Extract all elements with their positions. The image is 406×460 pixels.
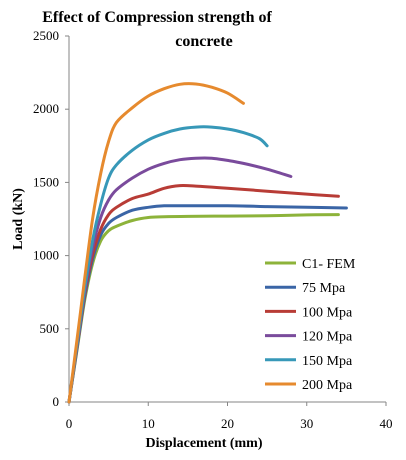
x-tick-label: 20: [221, 416, 234, 431]
legend-label-100-mpa: 100 Mpa: [302, 305, 353, 320]
legend-label-200-mpa: 200 Mpa: [302, 378, 353, 393]
x-tick-label: 30: [300, 416, 313, 431]
series-group: [67, 82, 348, 404]
legend-label-120-mpa: 120 Mpa: [302, 330, 353, 345]
y-ticks: 0 500 1000 1500 2000 2500: [33, 28, 69, 409]
legend-label-c1-fem: C1- FEM: [302, 257, 356, 272]
x-axis-label: Displacement (mm): [145, 436, 262, 451]
x-tick-label: 0: [66, 416, 73, 431]
x-ticks: 0 10 20 30 40: [66, 402, 393, 431]
y-tick-label: 1500: [33, 174, 59, 189]
y-tick-label: 0: [53, 394, 60, 409]
legend-label-75-mpa: 75 Mpa: [302, 281, 346, 296]
series-line-75-mpa: [67, 204, 348, 404]
y-tick-label: 2500: [33, 28, 59, 43]
series-line-c1-fem: [67, 213, 340, 404]
y-tick-label: 2000: [33, 101, 59, 116]
x-tick-label: 10: [142, 416, 155, 431]
chart-title-line-2: concrete: [175, 33, 232, 50]
y-axis-label: Load (kN): [11, 188, 26, 250]
series-line-100-mpa: [67, 183, 340, 404]
x-tick-label: 40: [380, 416, 393, 431]
legend: C1- FEM 75 Mpa 100 Mpa 120 Mpa 150 Mpa 200 Mp…: [265, 257, 356, 393]
y-tick-label: 500: [40, 321, 60, 336]
series-line-150-mpa: [67, 125, 269, 404]
chart-title-line-1: Effect of Compression strength of: [42, 9, 272, 26]
y-tick-label: 1000: [33, 248, 59, 263]
series-line-200-mpa: [67, 82, 245, 404]
legend-label-150-mpa: 150 Mpa: [302, 354, 353, 369]
